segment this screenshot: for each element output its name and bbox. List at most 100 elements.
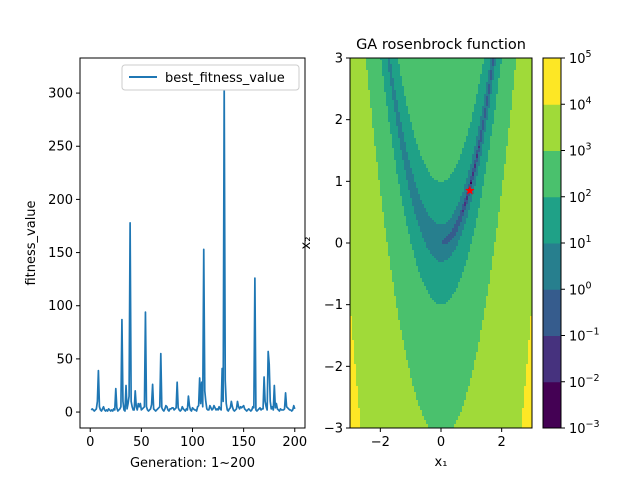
contour-cell bbox=[426, 286, 459, 289]
contour-cell bbox=[394, 100, 399, 103]
contour-cell bbox=[460, 158, 473, 161]
contour-cell bbox=[458, 202, 465, 205]
contour-cell bbox=[524, 390, 532, 393]
contour-cell bbox=[482, 194, 503, 197]
contour-cell bbox=[466, 396, 525, 399]
contour-cell bbox=[528, 346, 532, 349]
contour-cell bbox=[380, 186, 401, 189]
contour-cell bbox=[350, 352, 355, 355]
contour-cell bbox=[354, 350, 407, 353]
contour-cell bbox=[476, 138, 481, 141]
contour-cell bbox=[350, 392, 359, 395]
contour-cell bbox=[350, 270, 393, 273]
contour-cell bbox=[384, 76, 391, 79]
contour-cell bbox=[380, 194, 401, 197]
contour-cell bbox=[386, 98, 393, 101]
contour-cell bbox=[450, 256, 469, 259]
contour-cell bbox=[476, 144, 479, 147]
contour-cell bbox=[458, 204, 463, 207]
contour-cell bbox=[496, 106, 513, 109]
contour-cell bbox=[426, 210, 455, 213]
contour-cell bbox=[480, 336, 531, 339]
contour-cell bbox=[412, 384, 471, 387]
contour-cell bbox=[404, 136, 415, 139]
contour-cell bbox=[522, 410, 532, 413]
colorbar-tick-label: 104 bbox=[569, 95, 592, 113]
contour-cell bbox=[356, 382, 413, 385]
contour-cell bbox=[378, 162, 397, 165]
contour-cell bbox=[506, 154, 532, 157]
contour-cell bbox=[482, 186, 503, 189]
contour-cell bbox=[394, 288, 427, 291]
contour-cell bbox=[480, 120, 483, 123]
contour-cell bbox=[530, 330, 532, 333]
contour-cell bbox=[350, 114, 373, 117]
contour-cell bbox=[388, 58, 391, 61]
contour-cell bbox=[530, 324, 532, 327]
contour-cell bbox=[422, 156, 461, 159]
contour-cell bbox=[488, 156, 507, 159]
contour-cell bbox=[390, 268, 419, 271]
contour-cell bbox=[410, 196, 421, 199]
contour-cell bbox=[350, 406, 359, 409]
contour-cell bbox=[470, 202, 481, 205]
contour-cell bbox=[466, 202, 469, 205]
contour-cell bbox=[504, 172, 532, 175]
contour-cell bbox=[408, 156, 423, 159]
contour-cell bbox=[402, 202, 413, 205]
contour-cell bbox=[490, 78, 493, 81]
contour-cell bbox=[350, 268, 391, 271]
contour-cell bbox=[350, 422, 361, 425]
contour-cell bbox=[416, 396, 467, 399]
contour-cell bbox=[496, 98, 513, 101]
contour-cell bbox=[488, 84, 491, 87]
contour-cell bbox=[398, 104, 407, 107]
contour-cell bbox=[480, 142, 485, 145]
contour-cell bbox=[472, 116, 481, 119]
contour-cell bbox=[480, 76, 489, 79]
contour-cell bbox=[428, 292, 455, 295]
contour-cell bbox=[412, 378, 471, 381]
contour-cell bbox=[396, 166, 405, 169]
contour-cell bbox=[472, 376, 527, 379]
contour-cell bbox=[386, 234, 411, 237]
contour-cell bbox=[462, 210, 465, 213]
contour-cell bbox=[486, 104, 489, 107]
contour-cell bbox=[370, 102, 387, 105]
contour-cell bbox=[390, 82, 395, 85]
contour-cell bbox=[350, 74, 369, 77]
contour-cell bbox=[422, 234, 449, 237]
contour-cell bbox=[512, 96, 532, 99]
contour-cell bbox=[416, 138, 467, 141]
contour-cell bbox=[350, 342, 355, 345]
contour-cell bbox=[398, 110, 409, 113]
contour-cell bbox=[350, 190, 381, 193]
contour-cell bbox=[460, 210, 463, 213]
contour-cell bbox=[488, 70, 491, 73]
contour-cell bbox=[408, 364, 475, 367]
contour-cell bbox=[466, 222, 477, 225]
contour-cell bbox=[454, 236, 461, 239]
contour-cell bbox=[492, 268, 532, 271]
contour-cell bbox=[484, 100, 487, 103]
contour-cell bbox=[486, 116, 489, 119]
contour-cell bbox=[384, 212, 405, 215]
contour-cell bbox=[350, 172, 379, 175]
contour-cell bbox=[408, 226, 421, 229]
contour-cell bbox=[430, 294, 453, 297]
contour-cell bbox=[526, 384, 532, 387]
contour-cell bbox=[526, 378, 532, 381]
contour-cell bbox=[420, 154, 461, 157]
contour-cell bbox=[490, 278, 532, 281]
contour-cell bbox=[480, 202, 501, 205]
contour-cell bbox=[402, 130, 415, 133]
contour-cell bbox=[368, 84, 385, 87]
contour-cell bbox=[350, 174, 379, 177]
contour-cell bbox=[452, 238, 461, 241]
contour-cell bbox=[494, 68, 501, 71]
contour-cell bbox=[486, 100, 489, 103]
contour-cell bbox=[350, 300, 397, 303]
contour-cell bbox=[476, 136, 481, 139]
contour-cell bbox=[388, 70, 393, 73]
contour-cell bbox=[488, 102, 491, 105]
